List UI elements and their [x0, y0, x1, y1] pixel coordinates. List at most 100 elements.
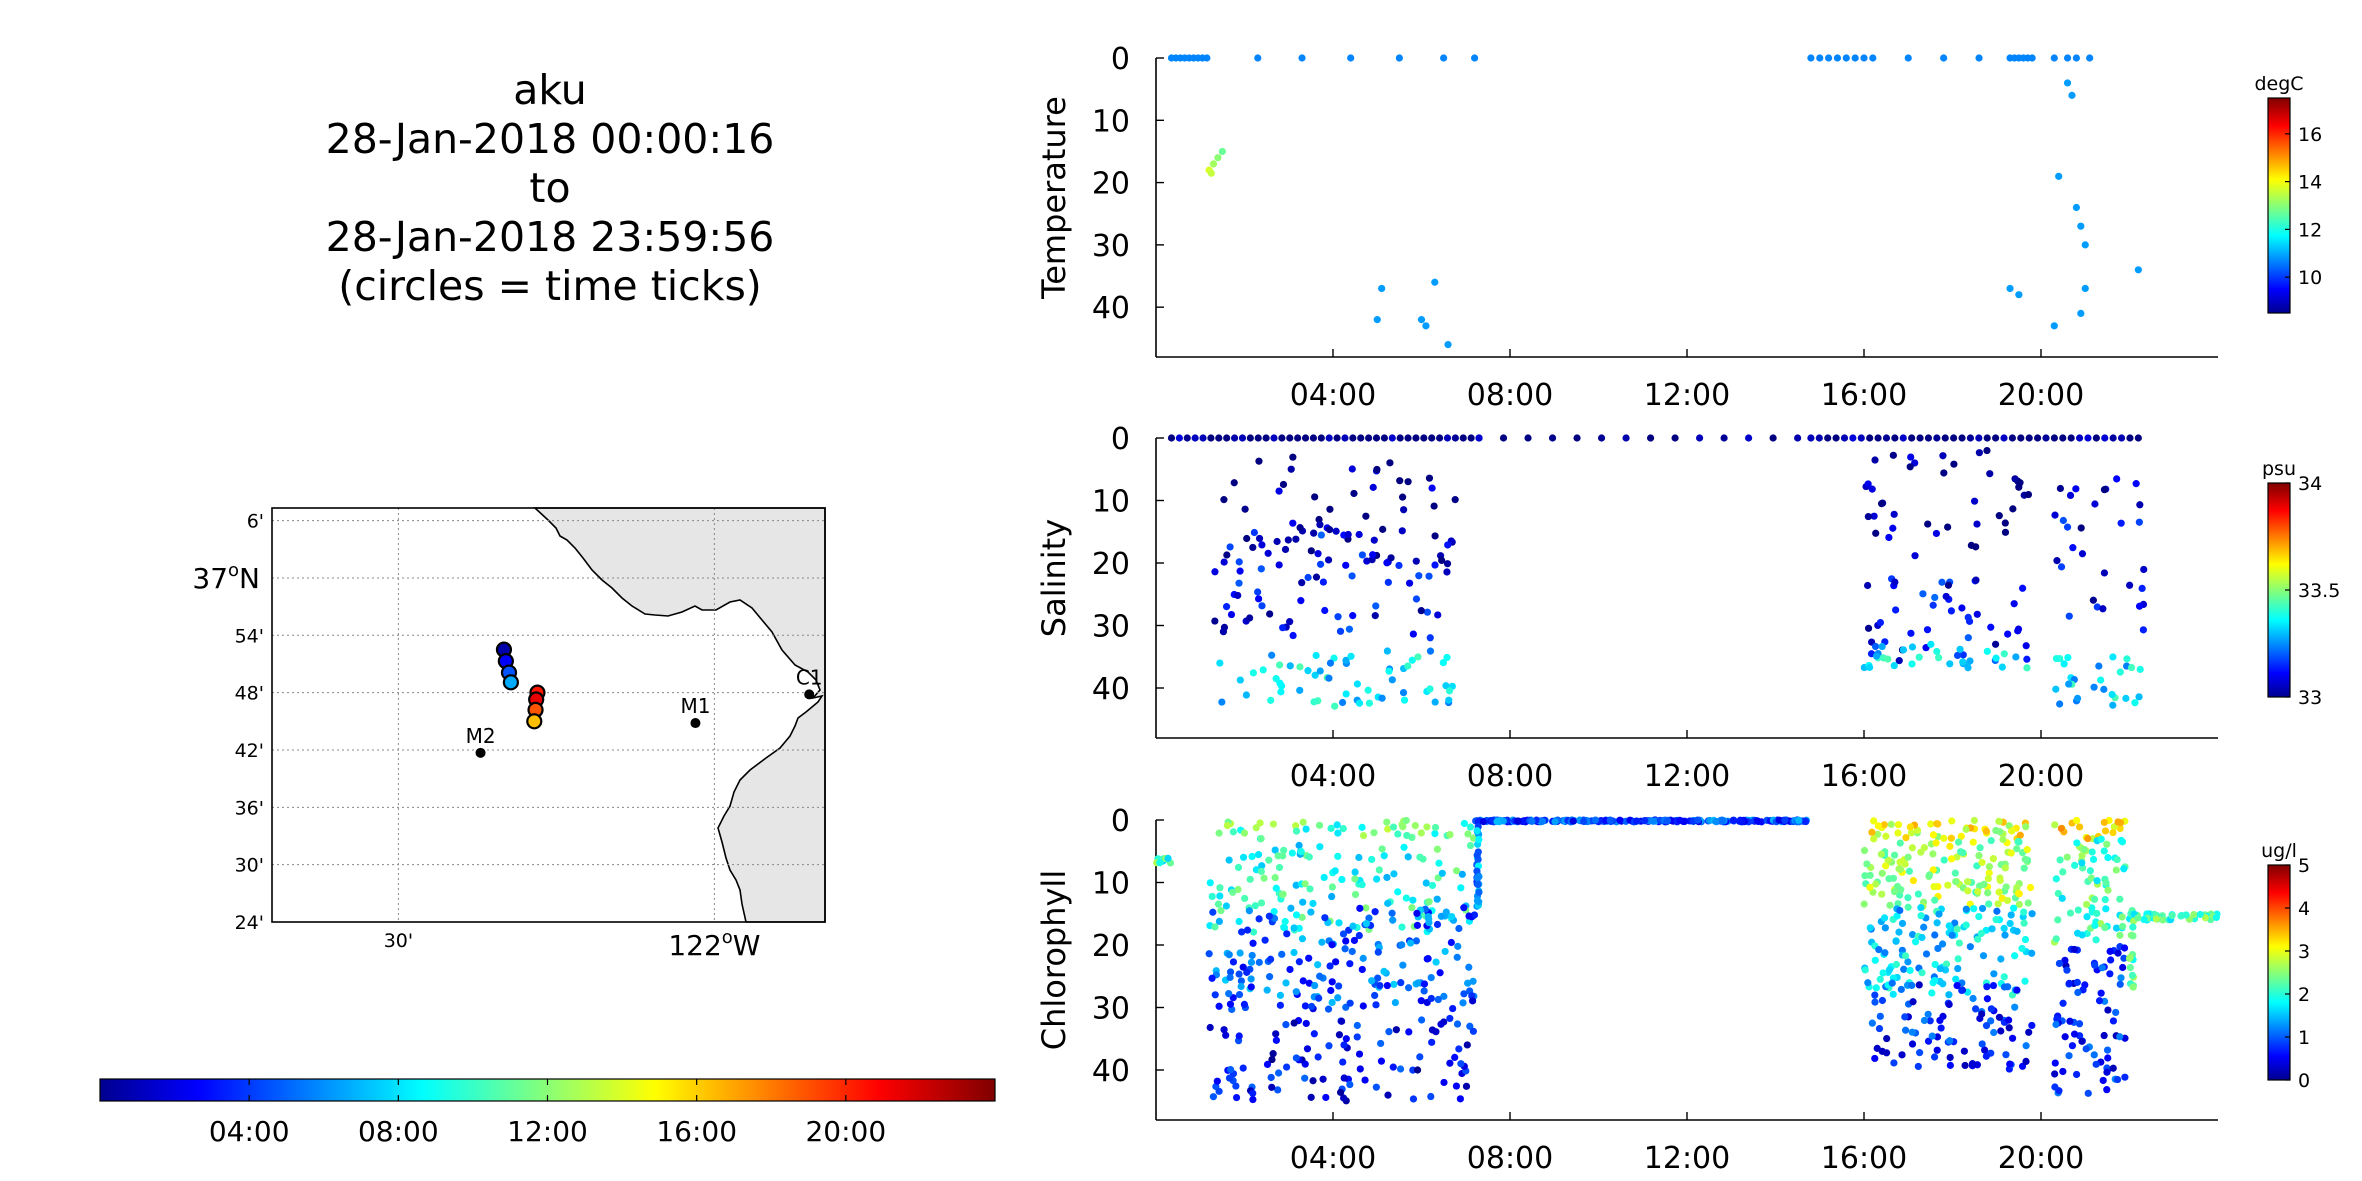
- data-point: [1445, 687, 1454, 695]
- data-point: [1953, 925, 1961, 933]
- data-point: [2063, 853, 2071, 861]
- data-point: [1914, 890, 1922, 898]
- data-point: [2109, 828, 2117, 837]
- data-point: [1883, 1034, 1891, 1043]
- data-point: [1226, 543, 1234, 551]
- data-point: [1911, 938, 1920, 946]
- data-point: [1904, 54, 1912, 62]
- data-point: [1314, 961, 1322, 969]
- data-point: [1275, 863, 1284, 872]
- data-point: [1286, 662, 1294, 670]
- data-point: [1551, 818, 1559, 826]
- data-point: [2061, 1033, 2069, 1041]
- data-point: [1470, 911, 1479, 919]
- data-point: [1953, 982, 1961, 990]
- data-point: [2129, 923, 2137, 931]
- data-point: [2028, 949, 2036, 957]
- title-line: (circles = time ticks): [338, 262, 762, 310]
- x-tick-label: 20:00: [1998, 378, 2084, 413]
- data-point: [1919, 590, 1927, 598]
- data-point: [1246, 614, 1254, 622]
- data-point: [2007, 849, 2015, 857]
- data-point: [2118, 922, 2127, 930]
- data-point: [1425, 898, 1433, 906]
- data-point: [1216, 892, 1224, 900]
- data-point: [2097, 835, 2105, 843]
- data-point: [1975, 912, 1983, 921]
- data-point: [1289, 631, 1297, 640]
- data-point: [1156, 859, 1164, 867]
- x-tick-label: 08:00: [1467, 378, 1553, 413]
- data-point: [1412, 557, 1420, 565]
- data-point: [2000, 650, 2008, 658]
- data-point: [1987, 836, 1995, 845]
- data-point: [1995, 512, 2003, 520]
- data-point: [2104, 854, 2112, 862]
- data-point: [2168, 911, 2176, 920]
- data-point: [1362, 512, 1370, 520]
- data-point: [2078, 859, 2086, 867]
- y-tick-label: 0: [1111, 804, 1130, 839]
- data-point: [1254, 588, 1262, 596]
- y-tick-label: 20: [1092, 547, 1130, 582]
- y-tick-label: 20: [1092, 167, 1130, 202]
- data-point: [1427, 994, 1435, 1003]
- data-point: [1333, 821, 1341, 829]
- data-point: [1983, 983, 1991, 991]
- data-point: [1944, 523, 1952, 531]
- data-point: [2063, 966, 2071, 974]
- data-point: [1907, 629, 1915, 637]
- data-point: [1339, 930, 1348, 938]
- data-point: [1469, 977, 1477, 985]
- data-point: [2118, 913, 2126, 921]
- data-point: [1918, 969, 1926, 977]
- data-point: [1983, 995, 1992, 1003]
- data-point: [1914, 1062, 1922, 1071]
- data-point: [1889, 451, 1897, 459]
- colorbar-unit: psu: [2262, 458, 2296, 480]
- data-point: [1904, 958, 1912, 966]
- data-point: [1175, 434, 1183, 442]
- data-point: [1237, 977, 1245, 985]
- data-point: [1339, 1058, 1347, 1066]
- data-point: [1358, 551, 1367, 559]
- data-point: [2066, 491, 2075, 499]
- data-point: [1268, 1083, 1276, 1091]
- x-tick-label: 12:00: [1644, 1141, 1730, 1176]
- data-point: [1337, 1017, 1346, 1025]
- data-point: [1272, 1036, 1280, 1044]
- data-point: [1319, 1075, 1327, 1083]
- data-point: [2075, 434, 2084, 442]
- data-point: [2071, 861, 2079, 869]
- data-point: [2128, 971, 2137, 979]
- data-point: [1351, 890, 1360, 899]
- data-point: [1528, 817, 1536, 825]
- data-point: [2134, 266, 2142, 274]
- data-point: [1361, 1076, 1369, 1084]
- data-point: [1671, 434, 1679, 442]
- data-point: [1425, 474, 1434, 482]
- data-point: [1649, 817, 1657, 825]
- data-point: [1946, 842, 1954, 850]
- data-point: [1864, 979, 1872, 987]
- map-lat-label: 36': [235, 797, 264, 819]
- data-point: [1454, 942, 1462, 950]
- data-point: [2135, 693, 2143, 701]
- data-point: [1383, 981, 1391, 990]
- data-point: [2116, 931, 2124, 939]
- data-point: [1384, 899, 1392, 907]
- data-point: [1961, 1061, 1969, 1070]
- data-point: [1452, 1082, 1461, 1090]
- data-point: [1946, 1061, 1954, 1069]
- data-point: [1247, 983, 1255, 991]
- data-point: [1434, 995, 1442, 1004]
- data-point: [1908, 643, 1917, 651]
- data-point: [1866, 883, 1874, 891]
- data-point: [1423, 608, 1432, 616]
- data-point: [1426, 685, 1434, 693]
- data-point: [1331, 867, 1339, 875]
- station-dot: [475, 747, 486, 758]
- data-point: [1365, 699, 1374, 707]
- data-point: [2097, 676, 2105, 684]
- data-point: [1267, 696, 1275, 704]
